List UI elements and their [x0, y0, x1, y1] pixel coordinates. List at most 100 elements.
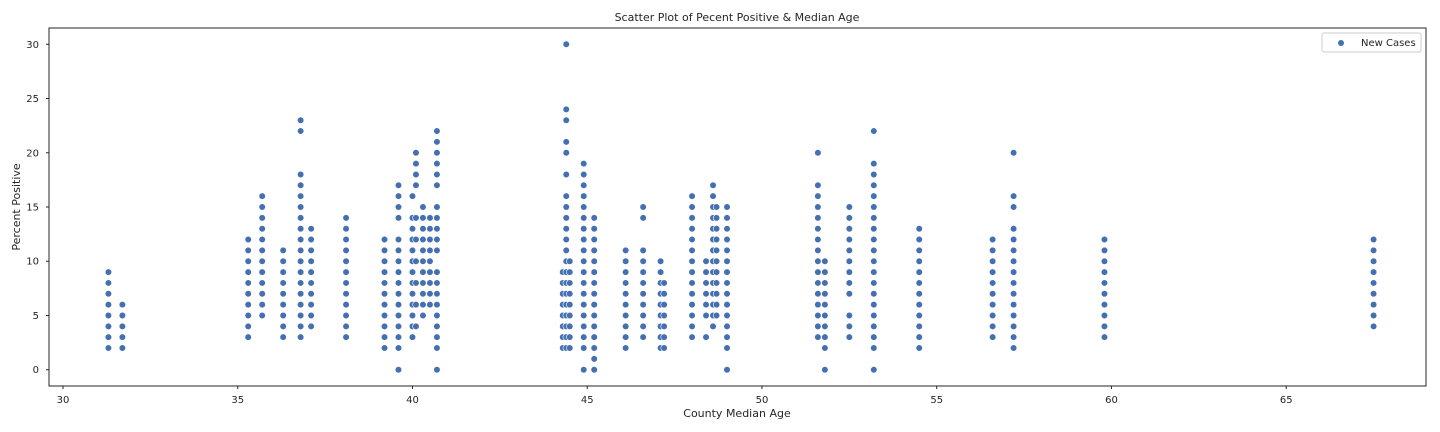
data-point — [426, 268, 434, 276]
data-point — [622, 290, 630, 298]
data-point — [814, 279, 822, 287]
data-point — [590, 268, 598, 276]
data-point — [580, 279, 588, 287]
data-point — [821, 268, 829, 276]
data-point — [1009, 235, 1018, 244]
data-point — [297, 170, 305, 179]
data-point — [590, 301, 598, 309]
data-point — [580, 301, 588, 309]
data-point — [580, 344, 588, 352]
data-point — [297, 225, 305, 233]
data-point — [279, 333, 287, 341]
data-point — [279, 257, 287, 265]
data-point — [433, 344, 441, 352]
data-point — [870, 181, 878, 189]
data-point — [380, 301, 389, 309]
data-point — [639, 203, 647, 211]
data-point — [244, 279, 252, 287]
data-point — [1009, 225, 1018, 233]
data-point — [562, 225, 570, 233]
data-point — [297, 290, 305, 298]
data-point — [622, 246, 630, 254]
data-point — [433, 214, 441, 222]
data-point — [580, 366, 588, 374]
data-point — [723, 301, 731, 309]
data-point — [297, 116, 305, 124]
y-tick-label: 10 — [26, 257, 39, 268]
data-point — [394, 235, 403, 244]
data-point — [433, 235, 441, 244]
data-point — [307, 246, 315, 254]
data-point — [580, 235, 588, 244]
data-point — [433, 127, 441, 135]
data-point — [688, 203, 696, 211]
data-point — [580, 322, 588, 330]
data-point — [307, 225, 315, 233]
data-point — [342, 301, 350, 309]
data-point — [118, 311, 126, 320]
data-point — [688, 192, 696, 200]
data-point — [566, 290, 574, 298]
data-point — [426, 301, 434, 309]
data-point — [870, 203, 878, 211]
data-point — [580, 333, 588, 341]
data-point — [1100, 235, 1109, 244]
data-point — [702, 268, 710, 276]
data-point — [279, 322, 287, 330]
data-point — [915, 344, 923, 352]
data-point — [433, 268, 441, 276]
data-point — [419, 311, 427, 320]
data-point — [814, 268, 822, 276]
data-point — [723, 214, 731, 222]
data-point — [845, 246, 853, 254]
data-point — [380, 311, 389, 320]
data-point — [244, 333, 252, 341]
data-point — [307, 268, 315, 276]
data-point — [426, 225, 434, 233]
data-point — [297, 235, 305, 244]
data-point — [297, 311, 305, 320]
data-point — [258, 311, 266, 320]
data-point — [870, 257, 878, 265]
data-point — [419, 279, 427, 287]
data-point — [989, 311, 997, 320]
data-point — [408, 311, 417, 320]
data-point — [394, 246, 403, 254]
data-point — [712, 246, 721, 254]
data-point — [590, 214, 598, 222]
data-point — [104, 333, 113, 341]
data-point — [622, 333, 630, 341]
data-point — [870, 246, 878, 254]
data-point — [426, 246, 434, 254]
data-point — [307, 257, 315, 265]
data-point — [870, 290, 878, 298]
data-point — [712, 301, 721, 309]
x-axis-ticks: 30 35 40 45 50 55 60 65 — [57, 386, 1293, 406]
data-point — [915, 322, 923, 330]
data-point — [989, 290, 997, 298]
data-point — [639, 246, 647, 254]
data-point — [723, 235, 731, 244]
data-point — [258, 279, 266, 287]
data-point — [622, 257, 630, 265]
data-point — [870, 311, 878, 320]
data-point — [258, 203, 266, 211]
data-point — [433, 225, 441, 233]
y-tick-label: 30 — [26, 40, 39, 51]
data-point — [723, 344, 731, 352]
y-tick-label: 25 — [26, 94, 39, 105]
data-point — [1369, 301, 1378, 309]
data-point — [433, 322, 441, 330]
data-point — [639, 279, 647, 287]
data-point — [342, 257, 350, 265]
data-point — [590, 257, 598, 265]
data-point — [408, 333, 417, 341]
data-point — [394, 301, 403, 309]
data-point — [712, 268, 721, 276]
data-point — [342, 214, 350, 222]
data-point — [723, 257, 731, 265]
data-point — [702, 311, 710, 320]
data-point — [1100, 301, 1109, 309]
data-point — [307, 235, 315, 244]
data-point — [590, 344, 598, 352]
